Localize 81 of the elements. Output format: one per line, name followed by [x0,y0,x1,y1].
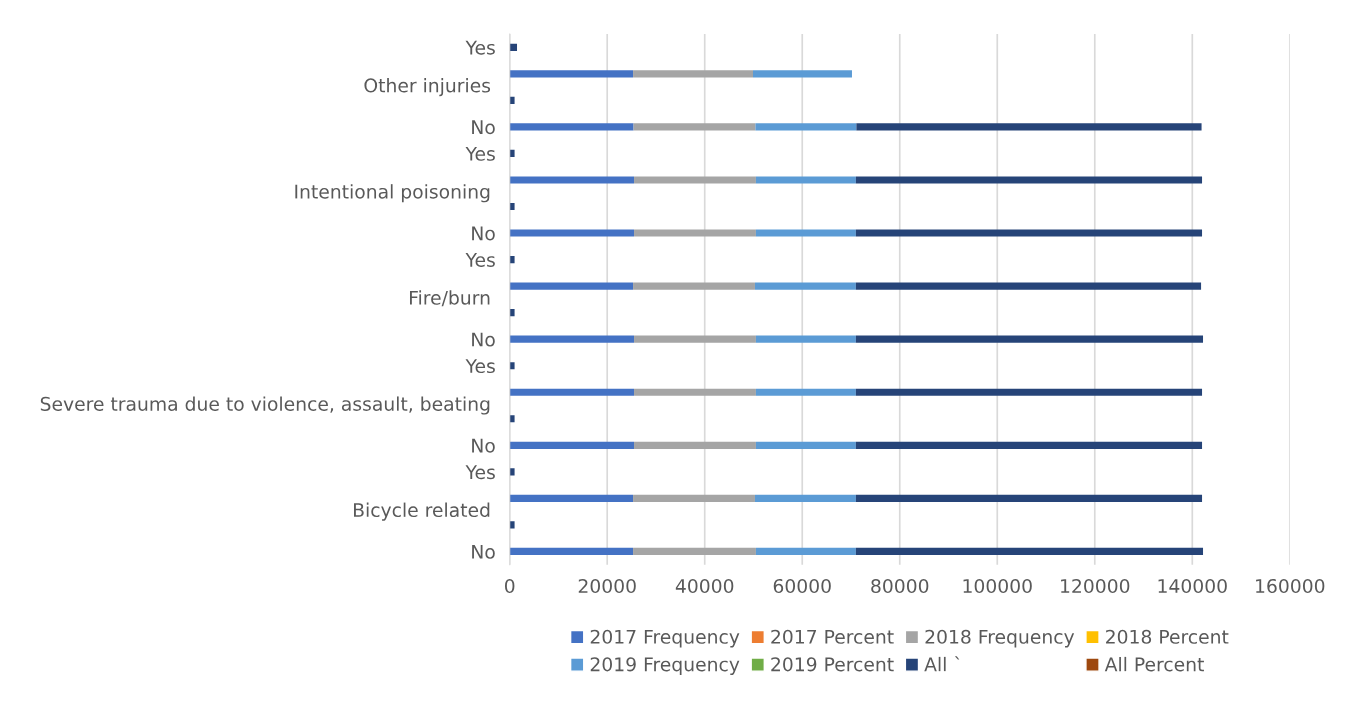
bar [855,388,1203,396]
legend-label: 2017 Percent [771,629,894,644]
legend-label: 2018 Percent [1106,629,1229,644]
bar [633,547,756,556]
bar [634,176,756,184]
bar [855,229,1203,237]
bar [509,547,634,556]
bar [633,282,755,290]
bar [633,494,755,502]
text: Intentional poisoning [295,184,490,203]
bar [509,521,515,529]
bar [754,282,856,290]
text: Severe trauma due to violence, assault, beating [40,396,490,415]
bar [755,229,856,237]
bar [509,70,634,78]
bar [855,547,1204,556]
bar [509,96,515,104]
x-tick-label: 0 [504,578,515,594]
y-tick-label: Yes [465,40,495,55]
y-tick-label: Yes [465,359,495,374]
x-tick-label: 160000 [1256,578,1325,594]
bar [755,547,856,556]
legend-label: 2019 Percent [771,657,894,672]
y-tick-label: No [472,544,495,559]
bar [509,309,515,317]
text: Other injuries [364,78,491,97]
bar [633,123,756,131]
bar [509,335,635,343]
bar [509,255,515,264]
legend-label: 2018 Frequency [925,629,1075,648]
bar [509,202,515,211]
bar [509,282,634,290]
bar [755,441,856,449]
bar [509,149,515,158]
bar [509,468,515,476]
text: Fire/burn [410,290,490,307]
y-tick-label: No [472,120,495,135]
y-tick-label: No [472,226,495,241]
bar [634,441,756,449]
bar [509,229,635,237]
bar [509,494,634,502]
bar [509,441,635,449]
text: Bicycle related [354,502,490,521]
bar [634,229,756,237]
y-tick-label: No [472,438,495,453]
bar [855,441,1203,449]
bar [634,388,756,396]
x-tick-label: 140000 [1158,578,1227,594]
bar [509,388,635,396]
y-tick-label: Yes [465,146,495,161]
x-tick-label: 120000 [1061,578,1130,594]
bar [509,43,518,51]
x-tick-label: 40000 [675,578,734,594]
bar [855,176,1203,184]
bar [509,176,635,184]
bar [509,362,515,370]
legend-label: 2017 Frequency [590,629,740,648]
bar [634,335,756,343]
bar [755,176,856,184]
bar [753,70,852,78]
x-tick-label: 100000 [963,578,1032,594]
x-tick-label: 60000 [773,578,831,594]
bar [856,123,1202,131]
y-tick-label: No [472,332,495,347]
bar [633,70,753,78]
legend-label: 2019 Frequency [590,657,740,676]
bar [509,415,515,423]
legend-label: All Percent [1104,656,1204,672]
y-tick-label: Yes [465,465,495,480]
bar [855,494,1203,502]
bar [509,123,634,131]
bar [855,282,1202,290]
bar [855,335,1204,343]
bar [755,123,857,131]
bar [755,335,856,343]
x-tick-label: 80000 [871,578,929,594]
x-tick-label: 20000 [578,578,636,594]
y-tick-label: Yes [465,253,495,267]
bar [755,388,856,396]
bar [754,494,856,502]
legend-label: All ` [924,656,960,672]
